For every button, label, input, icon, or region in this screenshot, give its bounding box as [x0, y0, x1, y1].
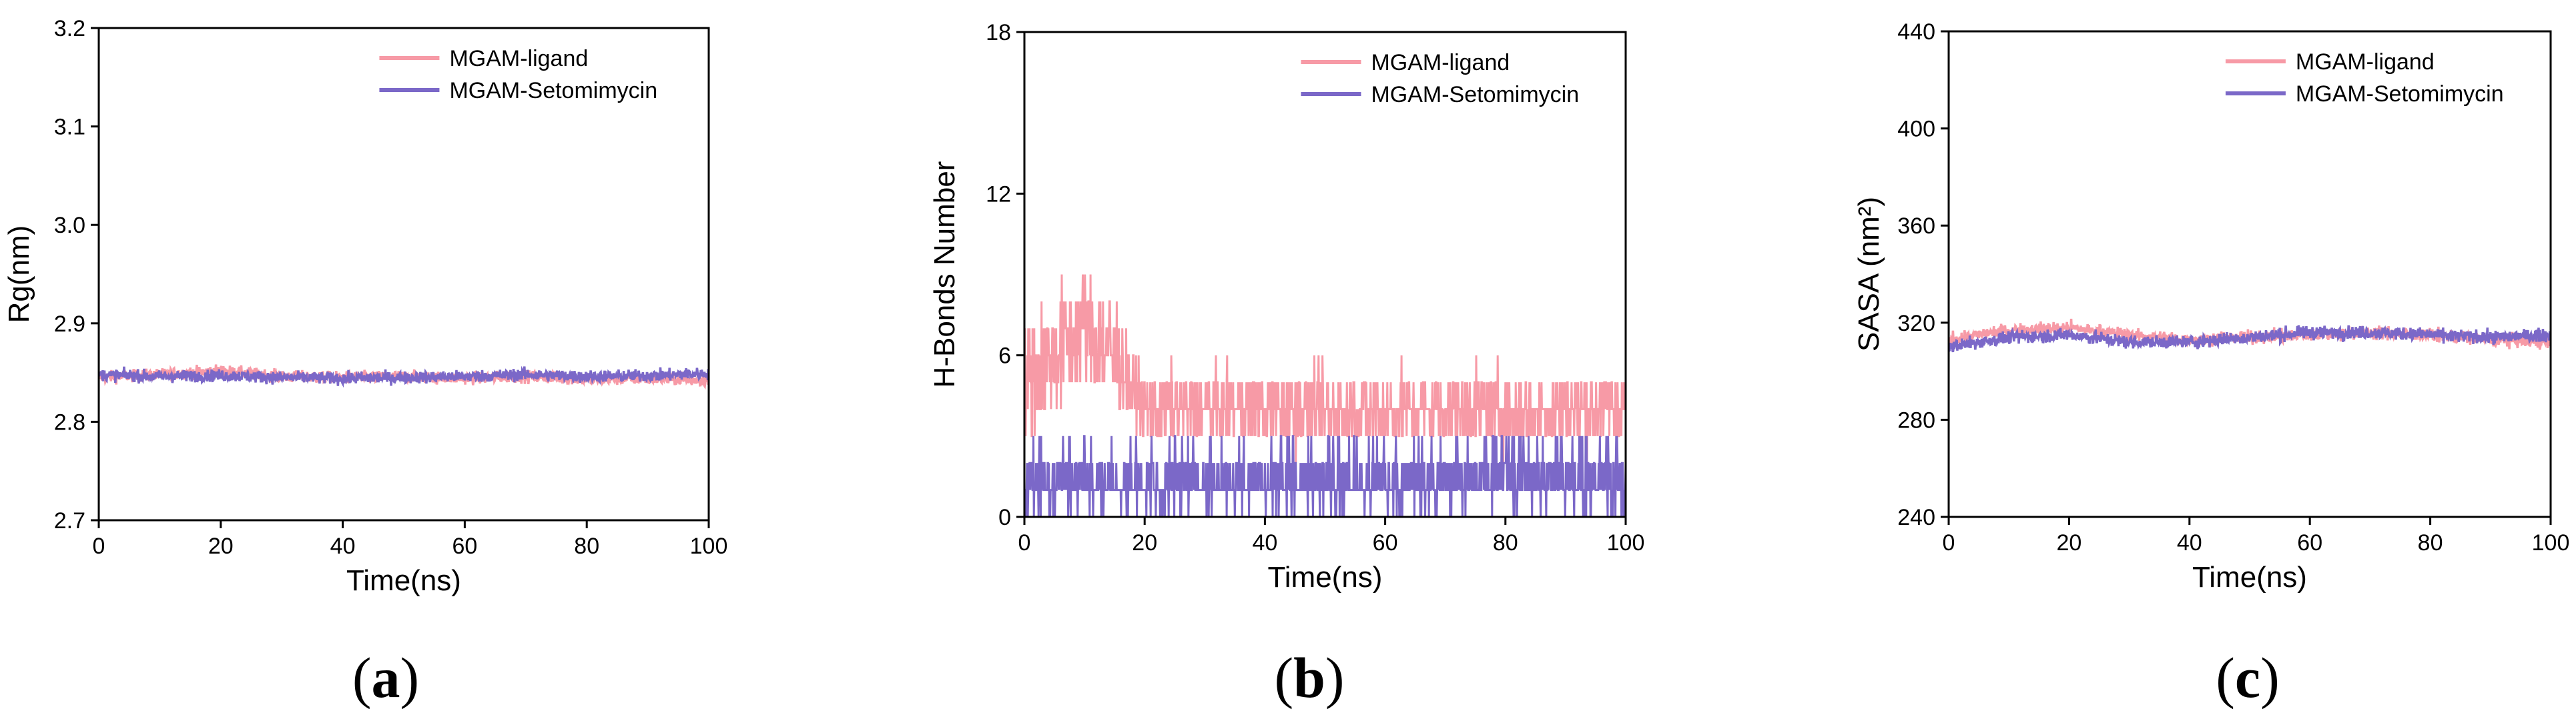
x-axis-title: Time(ns): [346, 564, 461, 597]
chart-panel-c: 0 20 40 60 80 100 240 280 320 360 400 440 Time(ns) SA…: [1853, 19, 2569, 710]
x-tick-label: 60: [452, 534, 477, 559]
x-axis-title: Time(ns): [2192, 561, 2307, 594]
y-tick-label: 2.8: [54, 410, 85, 435]
x-tick-label: 20: [2056, 530, 2081, 556]
legend-entry: MGAM-Setomimycin: [1371, 82, 1579, 107]
x-tick-label: 0: [1018, 530, 1031, 556]
x-tick-label: 80: [1493, 530, 1518, 556]
panel-label: (b): [1274, 646, 1344, 710]
y-tick-label: 18: [986, 20, 1011, 45]
axis-frame: [97, 27, 710, 522]
panel-label-letter: a: [372, 646, 400, 710]
y-tick-label: 360: [1897, 213, 1935, 239]
panel-label-paren-open: (: [2216, 646, 2235, 710]
plot-area: [1024, 274, 1626, 517]
panel-label-paren-close: ): [400, 646, 420, 710]
panel-label-paren-open: (: [1274, 646, 1293, 710]
y-axis-title: Rg(nm): [3, 225, 35, 323]
series-line-mgam-setomimycin: [1024, 435, 1626, 517]
x-tick-label: 0: [1943, 530, 1955, 556]
y-tick-label: 3.1: [54, 115, 85, 140]
panel-label-letter: b: [1293, 646, 1325, 710]
panel-label: (c): [2216, 646, 2279, 710]
panel-label-paren-close: ): [1325, 646, 1345, 710]
x-tick-label: 80: [2418, 530, 2443, 556]
y-tick-label: 440: [1897, 19, 1935, 45]
axis-frame: [1023, 31, 1627, 518]
panel-label: (a): [352, 646, 419, 710]
x-tick-label: 40: [330, 534, 356, 559]
panel-label-letter: c: [2235, 646, 2260, 710]
x-tick-label: 20: [208, 534, 234, 559]
x-tick-label: 100: [690, 534, 728, 559]
x-axis-title: Time(ns): [1268, 561, 1383, 594]
y-tick-label: 320: [1897, 311, 1935, 336]
plot-area: [1949, 318, 2551, 353]
legend-entry: MGAM-ligand: [2296, 49, 2435, 75]
y-tick-label: 3.2: [54, 16, 85, 41]
y-tick-label: 2.7: [54, 508, 85, 534]
x-tick-label: 40: [2177, 530, 2202, 556]
legend-entry: MGAM-ligand: [1371, 50, 1510, 75]
x-tick-label: 60: [1373, 530, 1398, 556]
y-tick-label: 6: [998, 343, 1011, 369]
chart-panel-b: 0 20 40 60 80 100 0 6 12 18 Time(ns) H-Bonds Number…: [928, 20, 1644, 710]
x-tick-label: 40: [1252, 530, 1277, 556]
x-tick-label: 100: [2532, 530, 2570, 556]
chart-panel-a: 0 20 40 60 80 100 2.7 2.8 2.9 3.0 3.1 3.2 Time(ns) Rg…: [3, 16, 727, 710]
y-tick-label: 280: [1897, 408, 1935, 433]
legend-entry: MGAM-ligand: [449, 46, 588, 71]
x-tick-label: 80: [574, 534, 599, 559]
y-tick-label: 3.0: [54, 213, 85, 238]
axis-frame: [1947, 30, 2552, 518]
x-tick-label: 100: [1607, 530, 1645, 556]
x-tick-label: 20: [1132, 530, 1157, 556]
y-tick-label: 240: [1897, 505, 1935, 530]
y-axis-title: SASA (nm²): [1853, 197, 1885, 351]
series-line-mgam-setomimycin: [1949, 324, 2551, 353]
series-line-mgam-setomimycin: [99, 366, 709, 388]
plot-area: [99, 364, 709, 390]
legend-entry: MGAM-Setomimycin: [2296, 81, 2504, 107]
x-tick-label: 60: [2297, 530, 2322, 556]
y-tick-label: 0: [998, 505, 1011, 530]
y-tick-label: 400: [1897, 117, 1935, 142]
panel-label-paren-close: ): [2260, 646, 2280, 710]
y-axis-title: H-Bonds Number: [928, 161, 961, 388]
series-line-mgam-ligand: [1024, 274, 1626, 464]
y-tick-label: 12: [986, 181, 1011, 207]
y-tick-label: 2.9: [54, 311, 85, 337]
panel-label-paren-open: (: [352, 646, 372, 710]
legend-entry: MGAM-Setomimycin: [449, 78, 657, 103]
x-tick-label: 0: [93, 534, 105, 559]
